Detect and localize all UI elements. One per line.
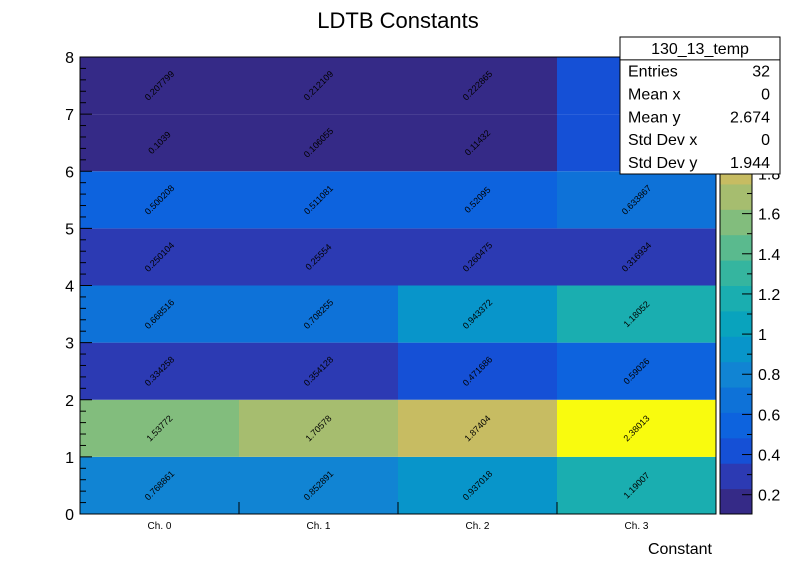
heatmap-cell <box>557 399 716 457</box>
y-tick-label: 4 <box>65 279 74 296</box>
heatmap-cell <box>398 285 557 343</box>
stats-row-label: Mean x <box>628 87 680 104</box>
palette-color-band <box>720 310 752 337</box>
palette-tick-label: 0.2 <box>758 488 780 505</box>
palette-tick-label: 1 <box>758 327 767 344</box>
heatmap-cell <box>239 228 398 286</box>
palette-tick-label: 1.2 <box>758 287 780 304</box>
chart-title: LDTB Constants <box>317 8 478 33</box>
stats-box: 130_13_temp Entries 32 Mean x 0 Mean y 2.674 St… <box>619 36 781 175</box>
y-tick-label: 0 <box>65 507 74 524</box>
stats-row-value: 0 <box>761 132 770 149</box>
palette-color-band <box>720 260 752 286</box>
x-tick-label: Ch. 0 <box>148 521 172 532</box>
heatmap-cell <box>398 456 557 514</box>
palette-tick-label: 1.4 <box>758 247 780 264</box>
heatmap-cell <box>557 228 716 286</box>
y-tick-label: 3 <box>65 336 74 353</box>
palette-color-band <box>720 285 752 312</box>
heatmap-cell <box>80 456 239 514</box>
stats-row-value: 0 <box>761 87 770 104</box>
heatmap-cell <box>80 171 239 229</box>
y-tick-label: 2 <box>65 393 74 410</box>
heatmap-cell <box>398 342 557 400</box>
stats-row-label: Mean y <box>628 109 680 126</box>
x-axis-title: Constant <box>648 541 713 558</box>
y-tick-label: 7 <box>65 107 74 124</box>
x-tick-label: Ch. 1 <box>307 521 331 532</box>
heatmap-cell <box>398 171 557 229</box>
heatmap-cell <box>239 171 398 229</box>
x-tick-label: Ch. 3 <box>625 521 649 532</box>
heatmap-cell <box>239 399 398 457</box>
axes: 0 1 2 3 4 5 6 7 8 Ch. 0 Ch. 1 Ch. 2 Ch. 3 <box>65 50 649 532</box>
palette-tick-label: 1.6 <box>758 207 780 224</box>
palette-color-band <box>720 437 752 464</box>
heatmap-cell <box>80 57 239 115</box>
heatmap-cell <box>557 171 716 229</box>
stats-row-label: Std Dev y <box>628 155 697 172</box>
palette-color-band <box>720 488 752 515</box>
palette-color-band <box>720 387 752 413</box>
stats-row-label: Entries <box>628 64 678 81</box>
palette-tick-label: 0.4 <box>758 448 780 465</box>
stats-row-value: 32 <box>752 64 770 81</box>
stats-row-value: 2.674 <box>730 109 770 126</box>
palette-color-band <box>720 463 752 490</box>
palette-color-band <box>720 183 752 210</box>
heatmap-cell <box>80 285 239 343</box>
heatmap-cell <box>80 399 239 457</box>
heatmap-cell <box>557 342 716 400</box>
palette-tick-label: 0.6 <box>758 407 780 424</box>
x-tick-label: Ch. 2 <box>466 521 490 532</box>
heatmap-cell <box>239 57 398 115</box>
y-tick-label: 8 <box>65 50 74 67</box>
heatmap-cell <box>80 228 239 286</box>
heatmap-cell <box>80 114 239 172</box>
heatmap-cell <box>557 456 716 514</box>
heatmap-cell <box>398 228 557 286</box>
heatmap-cell <box>557 285 716 343</box>
heatmap-cell <box>398 57 557 115</box>
stats-row-value: 1.944 <box>730 155 770 172</box>
heatmap-cell <box>239 456 398 514</box>
palette-color-band <box>720 412 752 439</box>
palette-color-band <box>720 234 752 261</box>
stats-box-name: 130_13_temp <box>651 41 749 58</box>
heatmap-cell <box>239 342 398 400</box>
stats-row-label: Std Dev x <box>628 132 697 149</box>
y-tick-label: 6 <box>65 164 74 181</box>
heatmap-cell <box>398 114 557 172</box>
heatmap-cell <box>239 285 398 343</box>
heatmap-cell <box>398 399 557 457</box>
heatmap-cell <box>80 342 239 400</box>
y-tick-label: 1 <box>65 450 74 467</box>
palette-color-band <box>720 336 752 363</box>
y-tick-label: 5 <box>65 221 74 238</box>
palette-tick-label: 0.8 <box>758 367 780 384</box>
heatmap-cell <box>239 114 398 172</box>
